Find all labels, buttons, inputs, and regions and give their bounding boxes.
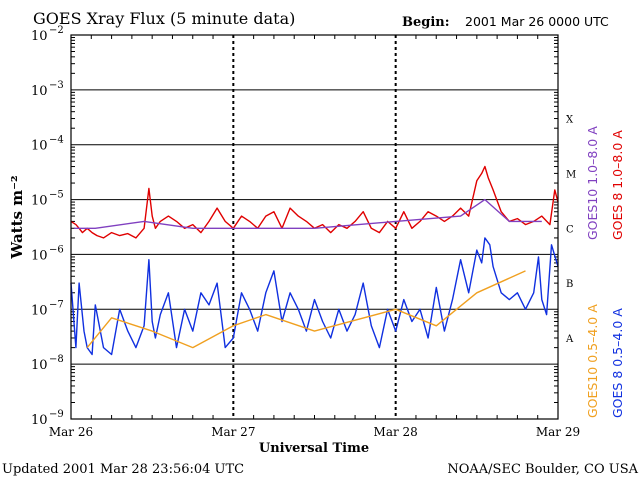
y-axis-label: Watts m⁻² <box>8 175 26 259</box>
y-tick-label: 10 −2 <box>31 25 64 44</box>
svg-text:−5: −5 <box>49 190 64 201</box>
y-tick-label: 10 −8 <box>31 354 64 373</box>
x-axis-label: Universal Time <box>259 441 369 456</box>
legend-entry: GOES10 0.5–4.0 A <box>585 304 600 418</box>
y-tick-label: 10 −6 <box>31 244 64 263</box>
svg-text:10: 10 <box>31 84 48 99</box>
y-tick-label: 10 −4 <box>31 135 64 154</box>
y-tick-label: 10 −5 <box>31 190 64 209</box>
svg-text:−3: −3 <box>49 80 64 91</box>
x-tick-label: Mar 29 <box>536 425 580 439</box>
svg-text:10: 10 <box>31 139 48 154</box>
updated-timestamp: Updated 2001 Mar 28 23:56:04 UTC <box>2 462 244 477</box>
y-tick-label: 10 −3 <box>31 80 64 99</box>
svg-text:−6: −6 <box>49 244 64 255</box>
svg-text:−9: −9 <box>49 409 64 420</box>
series-line-2 <box>86 270 526 349</box>
flare-class-label: A <box>565 334 574 345</box>
svg-text:−4: −4 <box>49 135 64 146</box>
y-tick-label: 10 −7 <box>31 299 64 318</box>
series-lines <box>70 165 559 356</box>
series-line-1 <box>70 165 559 239</box>
flare-class-label: M <box>566 169 576 180</box>
x-tick-label: Mar 28 <box>374 425 418 439</box>
series-line-0 <box>74 198 542 230</box>
x-tick-label: Mar 27 <box>211 425 255 439</box>
svg-text:−2: −2 <box>49 25 64 36</box>
svg-text:10: 10 <box>31 303 48 318</box>
svg-text:10: 10 <box>31 29 48 44</box>
source-credit: NOAA/SEC Boulder, CO USA <box>447 462 638 477</box>
plot-frame <box>70 34 559 420</box>
begin-value: 2001 Mar 26 0000 UTC <box>465 14 609 29</box>
svg-text:10: 10 <box>31 413 48 428</box>
legend-entry: GOES 8 1.0–8.0 A <box>610 130 625 240</box>
legend: GOES10 1.0–8.0 A GOES 8 1.0–8.0 A GOES10 0… <box>585 126 625 418</box>
flare-class-label: X <box>566 115 574 126</box>
series-line-3 <box>70 237 559 356</box>
chart-title: GOES Xray Flux (5 minute data) <box>33 9 295 28</box>
svg-text:10: 10 <box>31 248 48 263</box>
x-tick-label: Mar 26 <box>49 425 93 439</box>
flare-class-labels: X M C B A <box>565 115 576 345</box>
begin-label: Begin: <box>402 15 450 30</box>
y-tick-label: 10 −9 <box>31 409 64 428</box>
legend-entry: GOES10 1.0–8.0 A <box>585 126 600 240</box>
svg-text:−7: −7 <box>49 299 64 310</box>
svg-text:10: 10 <box>31 194 48 209</box>
svg-text:10: 10 <box>31 358 48 373</box>
flare-class-label: C <box>566 224 574 235</box>
flare-class-label: B <box>566 279 573 290</box>
y-tick-labels: 10−210−310−410−510−610−710−810−9 <box>31 25 64 428</box>
x-tick-labels: Mar 26 Mar 27 Mar 28 Mar 29 <box>49 425 580 439</box>
svg-text:−8: −8 <box>49 354 64 365</box>
legend-entry: GOES 8 0.5–4.0 A <box>610 308 625 418</box>
